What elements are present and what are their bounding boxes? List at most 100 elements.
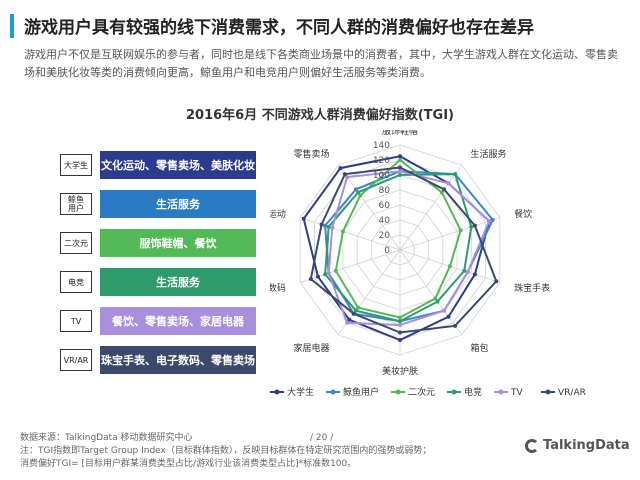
radar-point [453,172,458,177]
radar-tick-label: 140 [373,141,390,151]
radar-point [398,169,402,174]
radar-point [308,276,313,281]
radar-point [398,319,402,324]
radar-axis-label: 家居电器 [293,342,329,354]
page-title: 游戏用户具有较强的线下消费需求，不同人群的消费偏好也存在差异 [24,18,534,38]
radar-axis-label: 生活服务 [471,148,507,160]
legend-marker [330,389,336,395]
radar-point [398,323,402,327]
radar-point [353,187,358,192]
segment-row: 大学生 文化运动、零售卖场、美肤化妆 [60,150,256,180]
radar-tick-label: 20 [379,231,391,241]
radar-point [330,225,335,230]
radar-point [353,308,358,313]
radar-axis-label: 文化运动 [270,208,286,220]
footer-source: 数据来源：TalkingData 移动数据研究中心 [20,433,193,443]
segment-preference: 生活服务 [100,268,256,296]
radar-point [398,338,402,342]
radar-point [345,320,350,325]
radar-point [487,219,492,224]
radar-spoke [300,217,401,251]
title-accent-bar [10,14,14,38]
radar-point [494,279,499,284]
radar-tick-label: 60 [379,201,391,211]
segment-row: TV 餐饮、零售卖场、家居电器 [60,306,256,336]
segment-preference: 餐饮、零售卖场、家居电器 [100,307,256,335]
segment-tag: 电竞 [60,271,92,293]
talkingdata-logo-icon [525,438,539,453]
radar-point [326,224,331,229]
radar-axis-label: 箱包 [471,342,489,354]
legend-marker [451,389,457,395]
radar-tick-label: 100 [373,171,390,181]
radar-spoke [399,249,463,336]
radar-point [340,229,345,234]
page-number: / 20 / [310,433,334,443]
radar-point [435,299,440,304]
radar-point [490,217,495,222]
legend-marker [274,389,280,395]
radar-tick-label: 80 [379,186,391,196]
radar-point [356,305,361,310]
radar-point [398,158,402,162]
radar-spoke [399,217,500,251]
radar-point [462,268,467,273]
radar-point [465,270,470,275]
radar-point [439,190,444,195]
legend-marker [545,389,551,395]
radar-point [301,216,306,221]
radar-point [398,330,402,335]
segment-tag: TV [60,310,92,332]
chart-title: 2016年6月 不同游戏人群消费偏好指数(TGI) [185,108,454,123]
segment-preference: 生活服务 [100,190,256,218]
talkingdata-logo: TalkingData [525,438,630,453]
legend-label: 电竞 [464,386,482,398]
radar-series-line [334,158,462,319]
radar-point [356,190,361,195]
intro-text: 游戏用户不仅是互联网娱乐的参与者，同时也是线下各类商业场景中的消费者，其中，大学… [24,48,618,79]
radar-spoke [337,164,401,251]
footer: 数据来源：TalkingData 移动数据研究中心 注：TGI指数即Target… [20,432,431,471]
segment-preference: 服饰鞋帽、餐饮 [100,229,256,257]
radar-spoke [399,164,463,251]
segment-preference: 文化运动、零售卖场、美肤化妆 [100,151,256,179]
segment-row: VR/AR 珠宝手表、电子数码、零售卖场 [60,345,256,375]
radar-tick-label: 40 [379,216,391,226]
segment-tag: 大学生 [60,154,92,176]
radar-point [398,154,402,159]
radar-point [446,314,451,319]
segment-tag: 二次元 [60,232,92,254]
segment-preference: 珠宝手表、电子数码、零售卖场 [100,346,256,374]
radar-point [333,268,338,273]
radar-axis-label: 零售卖场 [293,148,329,160]
radar-point [315,274,320,279]
radar-point [453,323,458,328]
legend-label: 鲸鱼用户 [343,386,379,398]
segment-row: 二次元 服饰鞋帽、餐饮 [60,228,256,258]
radar-tick-label: 0 [384,246,390,256]
logo-text: TalkingData [543,438,630,453]
radar-point [326,271,331,276]
segment-tag: 鲸鱼 用户 [60,193,92,215]
radar-point [323,223,328,228]
radar-point [469,224,474,229]
legend-label: TV [510,388,523,398]
radar-point [342,172,347,177]
radar-point [351,311,356,316]
radar-point [347,317,352,322]
radar-axis-label: 美妆护肤 [382,365,418,377]
radar-point [338,166,343,171]
radar-point [446,181,451,186]
radar-point [398,165,402,170]
radar-point [398,315,402,320]
legend-label: 大学生 [287,386,314,398]
footer-note-2: 消费偏好TGI= [目标用户群某消费类型占比/游戏行业该消费类型占比]*标准数1… [20,459,357,469]
radar-axis-label: 服饰鞋帽 [382,130,418,137]
footer-note-1: 注：TGI指数即Target Group Index（目标群体指数），反映目标群… [20,446,432,456]
radar-axis-label: 餐饮 [514,208,532,220]
radar-tick-label: 120 [373,156,390,166]
radar-point [442,187,447,192]
legend-marker [498,389,504,395]
legend-label: 二次元 [408,386,435,398]
